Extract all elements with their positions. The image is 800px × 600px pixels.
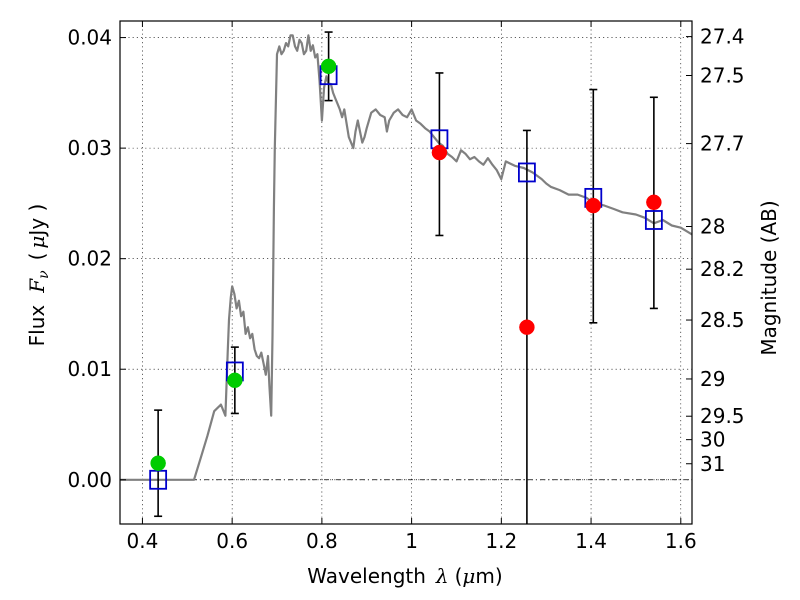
x-axis-title: Wavelength λ (μm) [307,564,502,588]
right-tick-label: 28.2 [700,257,745,281]
measurement-series [150,58,662,471]
detection-point [150,455,166,471]
right-tick-label: 29 [700,367,725,391]
plot-frame [119,20,693,525]
right-tick-label: 31 [700,452,725,476]
y-axis-ticks: 0.00 0.01 0.02 0.03 0.04 [67,26,126,492]
right-tick-label: 27.7 [700,132,745,156]
detection-point [227,372,243,389]
right-tick-label: 27.5 [700,64,745,88]
right-tick-label: 28.5 [700,308,745,332]
y-tick-label: 0.00 [67,468,112,492]
y-tick-label: 0.04 [67,26,112,50]
x-tick-label: 1.6 [665,529,697,553]
detection-point [320,58,337,75]
right-tick-label: 27.4 [700,25,745,49]
model-square-point [518,162,536,183]
y-axis-title: FluxFν(μJy ) [25,204,52,347]
right-axis-title: Magnitude (AB) [757,200,781,355]
x-tick-label: 0.8 [306,529,338,553]
model-square-point [644,210,663,230]
measurement-point [585,197,602,214]
measurement-point [646,194,662,211]
x-tick-label: 1 [405,529,418,553]
y-tick-label: 0.03 [67,136,112,160]
right-tick-label: 29.5 [700,404,745,428]
grid-lines [120,21,692,524]
right-tick-label: 28 [700,215,725,239]
measurement-point [519,319,535,335]
y-tick-label: 0.02 [67,247,112,271]
x-tick-label: 0.6 [216,529,248,553]
x-tick-label: 1.4 [575,529,607,553]
y-tick-label: 0.01 [67,357,112,381]
x-tick-label: 0.4 [127,529,159,553]
measurement-point [431,144,448,161]
x-axis-ticks: 0.4 0.6 0.8 1 1.2 1.4 1.6 [127,21,697,553]
right-tick-label: 30 [700,428,725,452]
x-tick-label: 1.2 [485,529,517,553]
